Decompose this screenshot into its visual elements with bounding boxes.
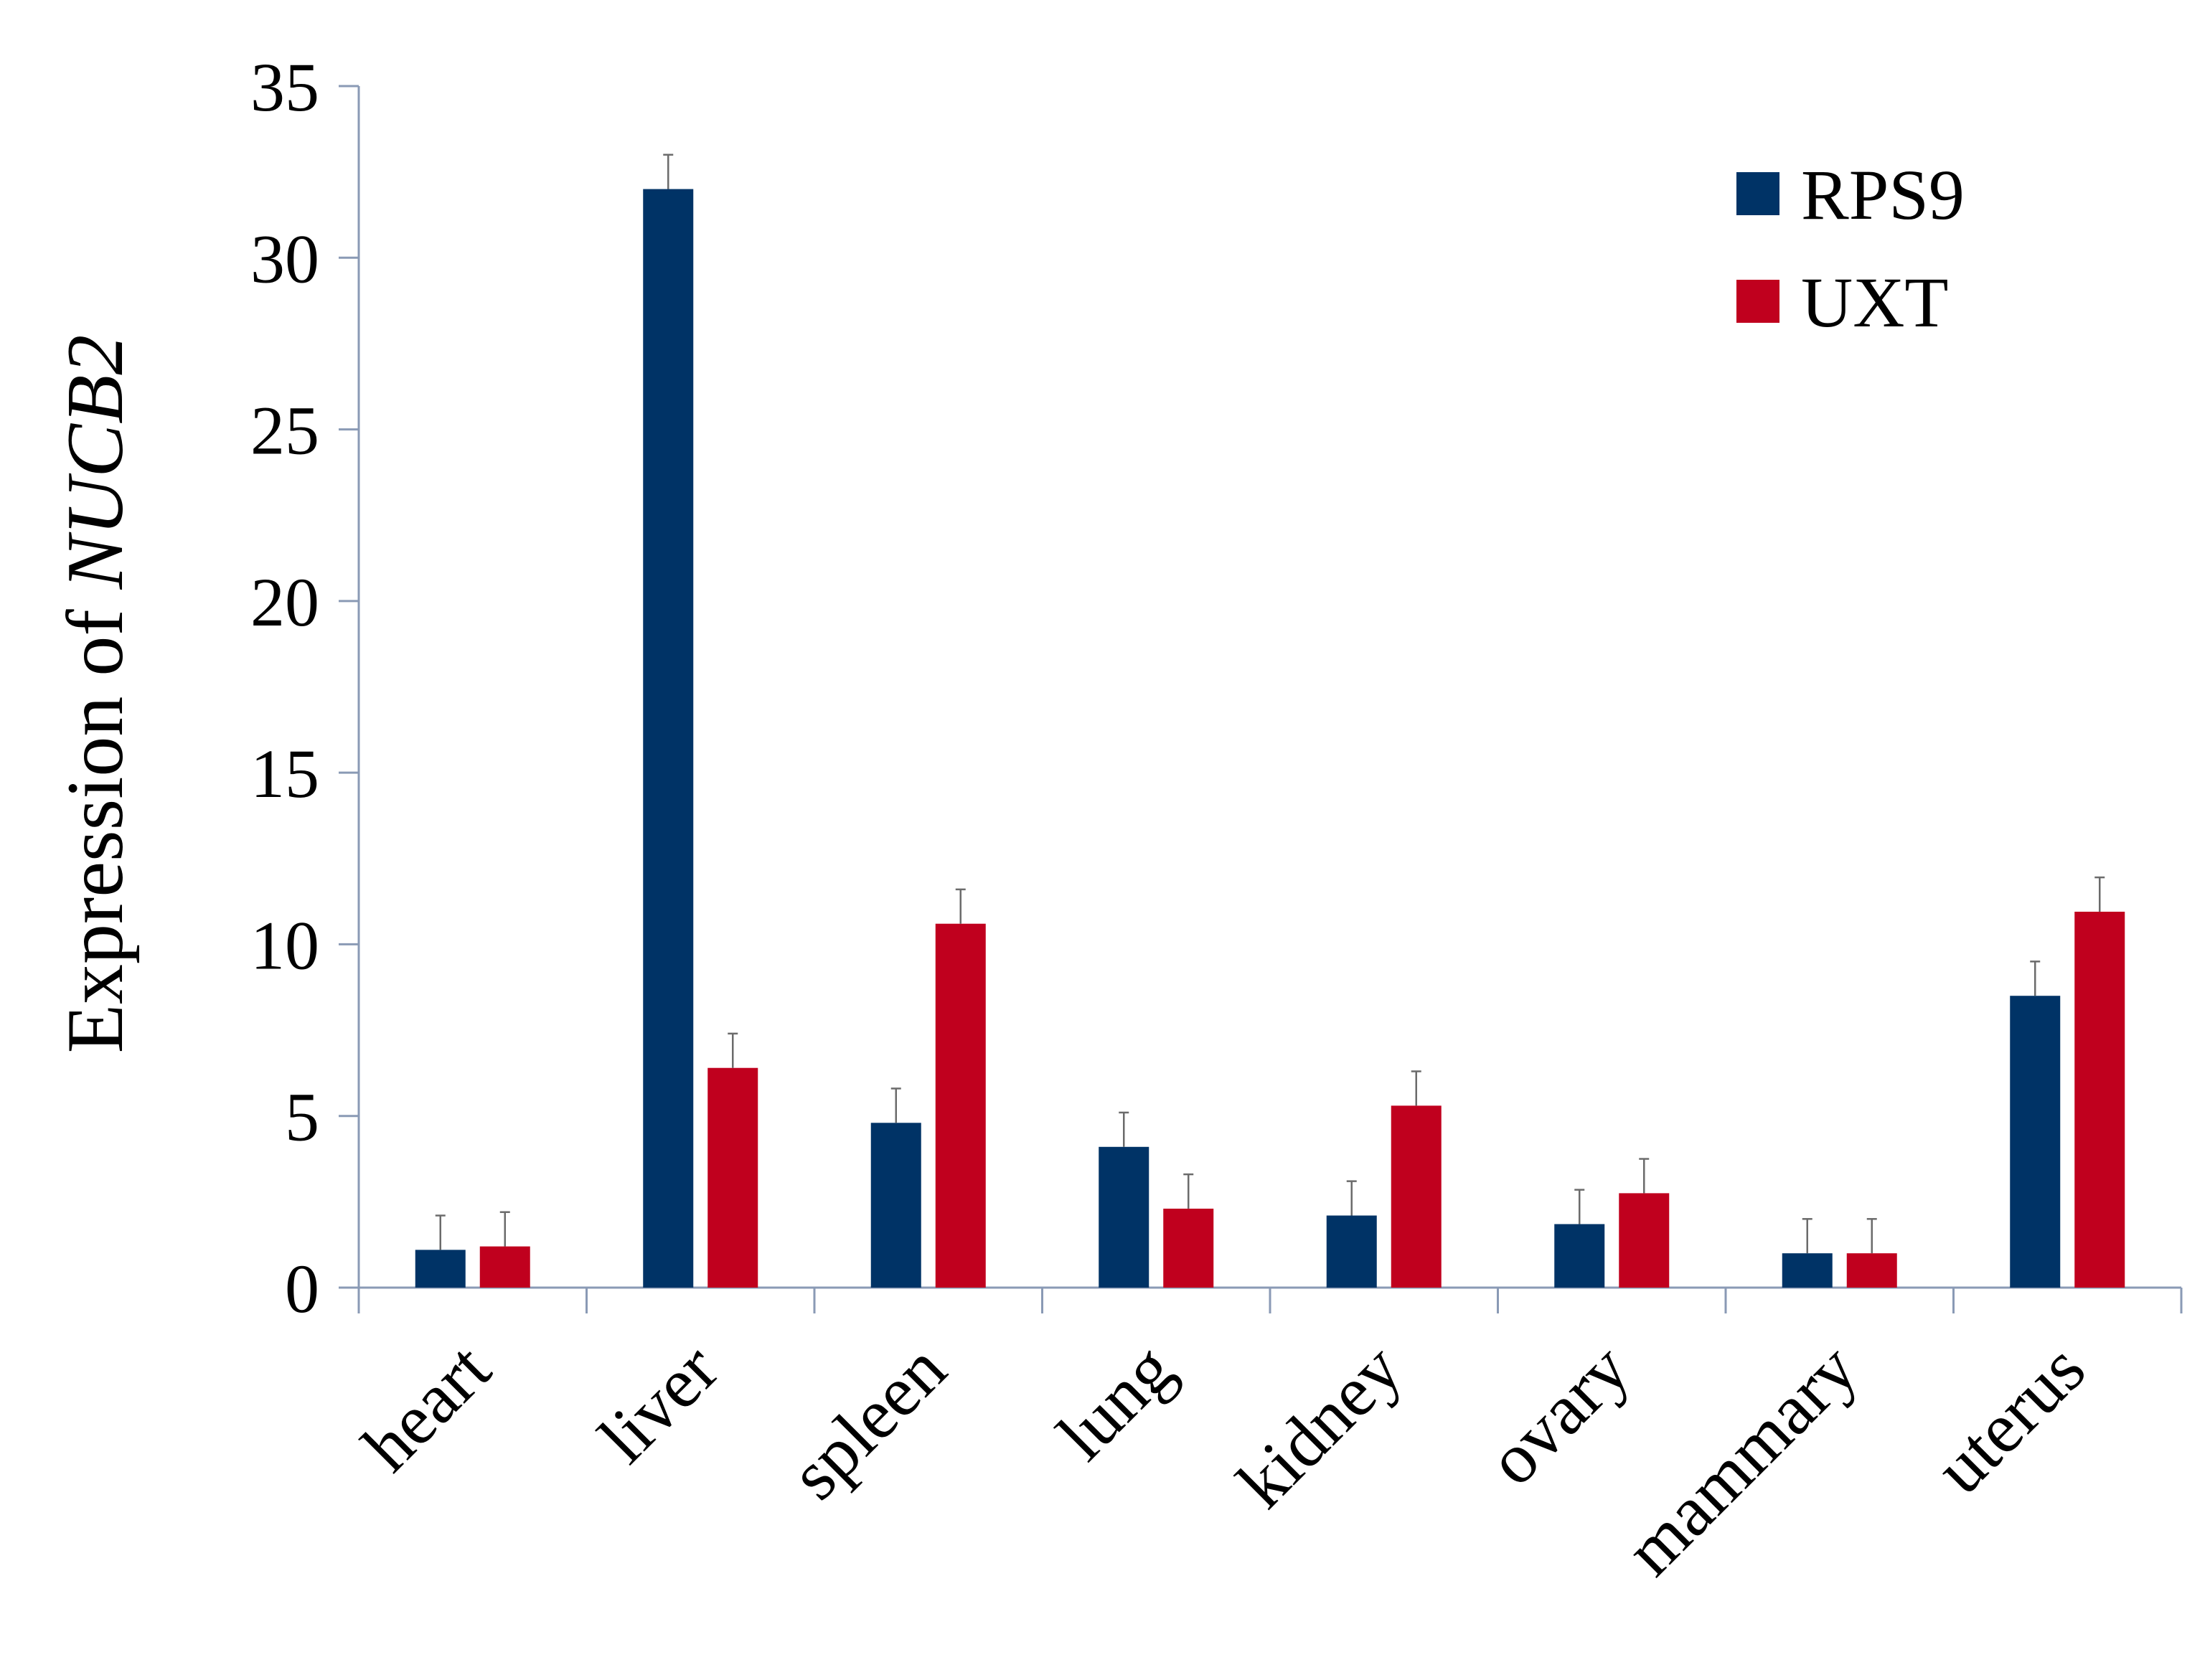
y-axis-title-gene: NUCB2 — [51, 335, 140, 590]
y-tick-label: 30 — [250, 220, 319, 297]
bar-uxt-uterus — [2074, 911, 2125, 1288]
x-tick-label: uterus — [1920, 1329, 2100, 1509]
bar-rps9-kidney — [1326, 1215, 1377, 1288]
bar-rps9-uterus — [2010, 996, 2061, 1288]
y-tick-label: 15 — [250, 735, 319, 812]
bars — [415, 189, 2125, 1288]
y-tick-label: 10 — [250, 907, 319, 983]
bar-uxt-kidney — [1391, 1105, 1442, 1288]
bar-uxt-spleen — [935, 923, 986, 1288]
x-tick-label: heart — [347, 1329, 505, 1486]
bar-uxt-lung — [1163, 1208, 1214, 1288]
bar-uxt-liver — [707, 1067, 758, 1288]
bar-uxt-heart — [479, 1246, 530, 1288]
y-tick-label: 20 — [250, 564, 319, 641]
legend-swatch-rps9 — [1736, 172, 1779, 215]
x-tick-label: kidney — [1222, 1329, 1416, 1523]
bar-uxt-ovary — [1619, 1193, 1670, 1288]
bar-rps9-liver — [643, 189, 694, 1288]
error-bars — [435, 154, 2105, 1254]
y-tick-label: 5 — [285, 1079, 319, 1156]
x-tick-label: ovary — [1472, 1329, 1644, 1500]
legend-swatch-uxt — [1736, 280, 1779, 323]
x-tick-label: spleen — [775, 1329, 961, 1514]
x-tick-label: mammary — [1610, 1329, 1872, 1590]
y-axis-title: Expression of NUCB2 — [51, 335, 140, 1054]
bar-rps9-lung — [1099, 1146, 1149, 1288]
y-axis-title-text: Expression of — [51, 589, 140, 1053]
legend-label-uxt: UXT — [1801, 263, 1949, 342]
bar-rps9-mammary — [1782, 1253, 1833, 1288]
x-tick-label: lung — [1043, 1329, 1189, 1475]
x-tick-label: liver — [584, 1329, 733, 1478]
legend-label-rps9: RPS9 — [1801, 155, 1965, 235]
y-tick-label: 0 — [285, 1250, 319, 1327]
bar-rps9-ovary — [1554, 1224, 1605, 1288]
bar-rps9-spleen — [870, 1123, 921, 1288]
y-tick-label: 25 — [250, 392, 319, 469]
bar-rps9-heart — [415, 1250, 466, 1288]
y-tick-label: 35 — [250, 49, 319, 126]
bar-uxt-mammary — [1846, 1253, 1897, 1288]
legend: RPS9 UXT — [1736, 155, 1965, 342]
